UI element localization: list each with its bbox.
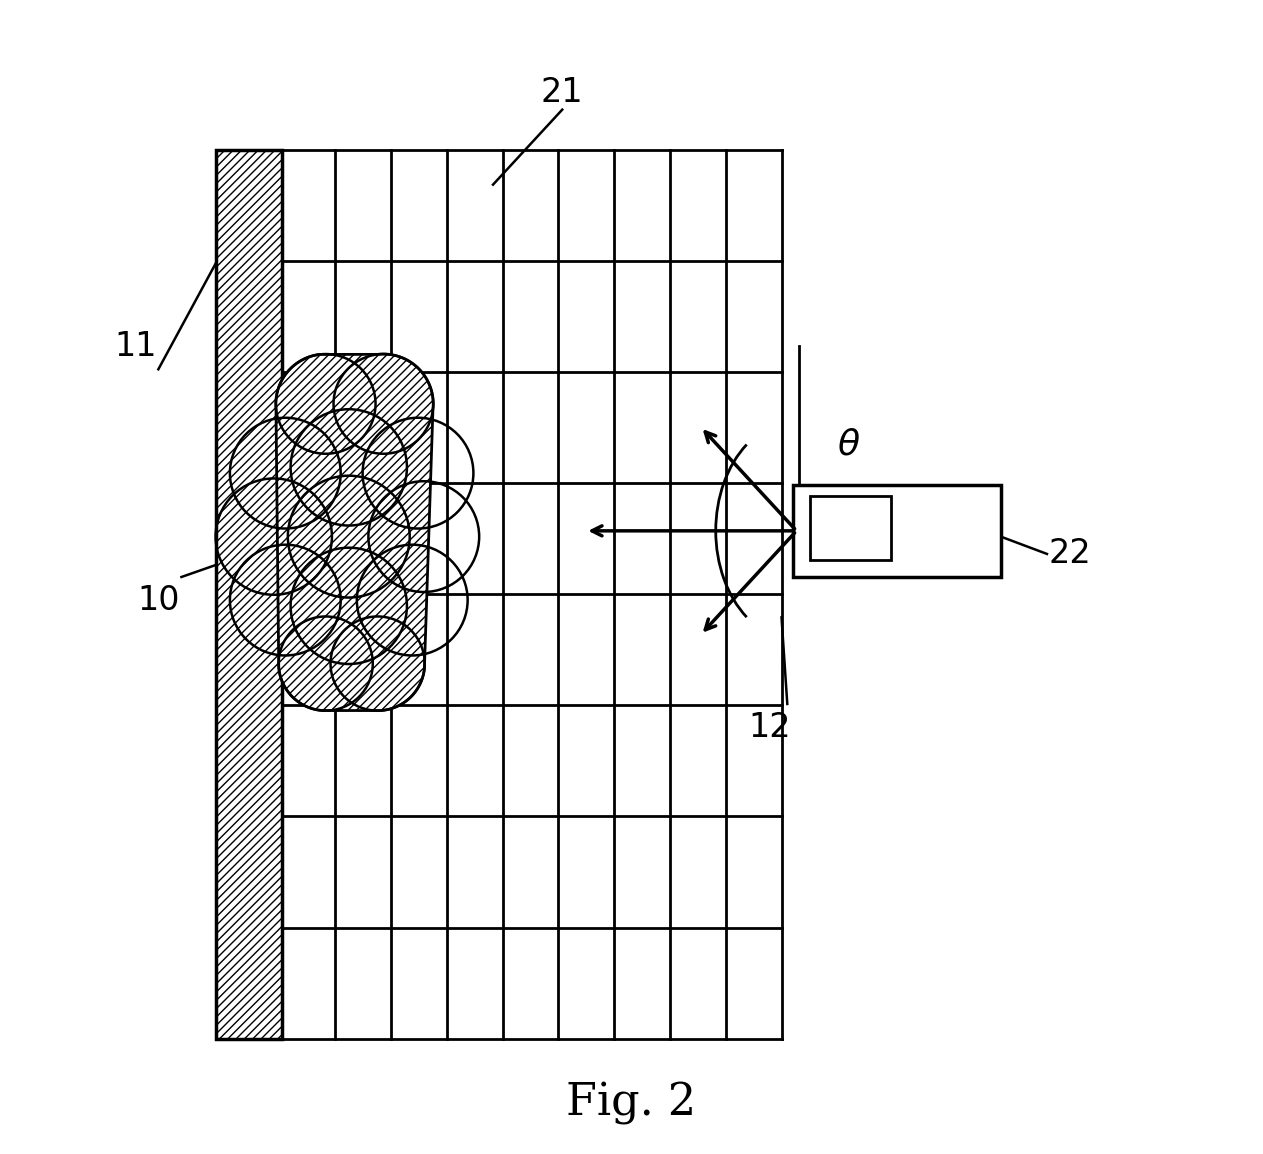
Text: 22: 22 (1048, 538, 1091, 570)
Text: 11: 11 (114, 330, 157, 362)
Bar (216, 150, 282, 1039)
Polygon shape (275, 354, 433, 711)
Bar (793, 485, 1000, 577)
Text: 12: 12 (749, 711, 792, 743)
Text: Fig. 2: Fig. 2 (566, 1082, 697, 1125)
Text: θ: θ (837, 427, 860, 462)
Text: 21: 21 (541, 76, 584, 108)
Polygon shape (275, 354, 433, 711)
Bar (279, 150, 782, 1039)
Bar (811, 496, 892, 560)
Text: 10: 10 (138, 584, 179, 616)
